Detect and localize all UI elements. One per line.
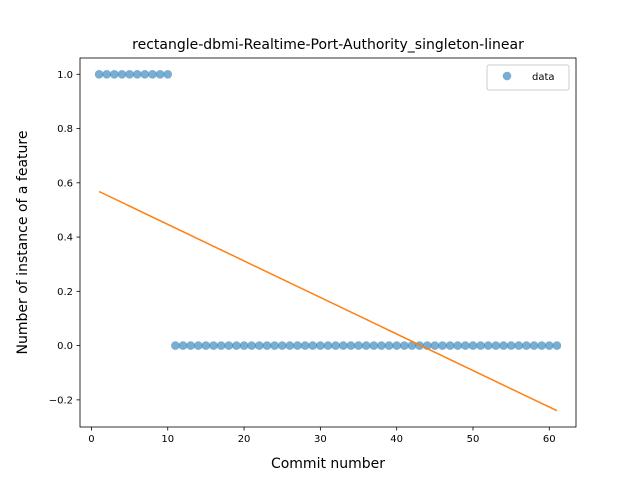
data-point (194, 341, 203, 350)
data-point (400, 341, 409, 350)
data-point (308, 341, 317, 350)
data-point (171, 341, 180, 350)
data-point (545, 341, 554, 350)
data-point (507, 341, 516, 350)
x-axis-label: Commit number (271, 456, 385, 472)
data-point (270, 341, 279, 350)
data-point (186, 341, 195, 350)
data-point (537, 341, 546, 350)
y-tick-label: 0.2 (57, 287, 73, 298)
y-tick-label: 1.0 (57, 70, 73, 81)
y-tick-label: 0.0 (57, 341, 73, 352)
data-point (446, 341, 455, 350)
data-point (148, 70, 157, 79)
data-point (324, 341, 333, 350)
data-point (499, 341, 508, 350)
data-point (141, 70, 150, 79)
data-point (530, 341, 539, 350)
y-tick-label: −0.2 (49, 395, 73, 406)
y-tick-label: 0.6 (57, 178, 73, 189)
data-point (232, 341, 241, 350)
data-point (362, 341, 371, 350)
data-point (331, 341, 340, 350)
data-point (301, 341, 310, 350)
data-point (95, 70, 104, 79)
data-point (385, 341, 394, 350)
data-point (476, 341, 485, 350)
data-point (431, 341, 440, 350)
data-point (286, 341, 295, 350)
data-point (217, 341, 226, 350)
data-point (225, 341, 234, 350)
data-point (392, 341, 401, 350)
legend-frame (487, 65, 569, 90)
legend-label: data (532, 72, 555, 83)
y-tick-label: 0.8 (57, 124, 73, 135)
data-point (125, 70, 134, 79)
data-point (514, 341, 523, 350)
legend-marker (503, 72, 512, 81)
data-point (347, 341, 356, 350)
data-point (209, 341, 218, 350)
data-point (369, 341, 378, 350)
data-point (293, 341, 302, 350)
x-tick-label: 0 (88, 434, 94, 445)
data-point (179, 341, 188, 350)
data-point (354, 341, 363, 350)
x-tick-label: 10 (161, 434, 174, 445)
data-point (263, 341, 272, 350)
x-tick-label: 50 (467, 434, 480, 445)
data-point (339, 341, 348, 350)
data-point (118, 70, 127, 79)
data-point (484, 341, 493, 350)
data-point (377, 341, 386, 350)
data-point (163, 70, 172, 79)
data-point (453, 341, 462, 350)
data-point (278, 341, 287, 350)
x-tick-label: 60 (543, 434, 556, 445)
data-point (438, 341, 447, 350)
data-point (469, 341, 478, 350)
y-axis-label: Number of instance of a feature (15, 131, 31, 355)
x-tick-label: 20 (238, 434, 251, 445)
y-tick-label: 0.4 (57, 233, 73, 244)
data-point (156, 70, 165, 79)
x-tick-label: 40 (390, 434, 403, 445)
data-point (553, 341, 562, 350)
data-point (202, 341, 211, 350)
data-point (247, 341, 256, 350)
x-tick-label: 30 (314, 434, 327, 445)
data-point (255, 341, 264, 350)
data-point (492, 341, 501, 350)
legend: data (487, 65, 569, 90)
data-point (316, 341, 325, 350)
data-point (240, 341, 249, 350)
data-point (102, 70, 111, 79)
data-point (133, 70, 142, 79)
data-point (522, 341, 531, 350)
data-point (110, 70, 119, 79)
data-point (461, 341, 470, 350)
chart-title: rectangle-dbmi-Realtime-Port-Authority_s… (132, 37, 524, 53)
